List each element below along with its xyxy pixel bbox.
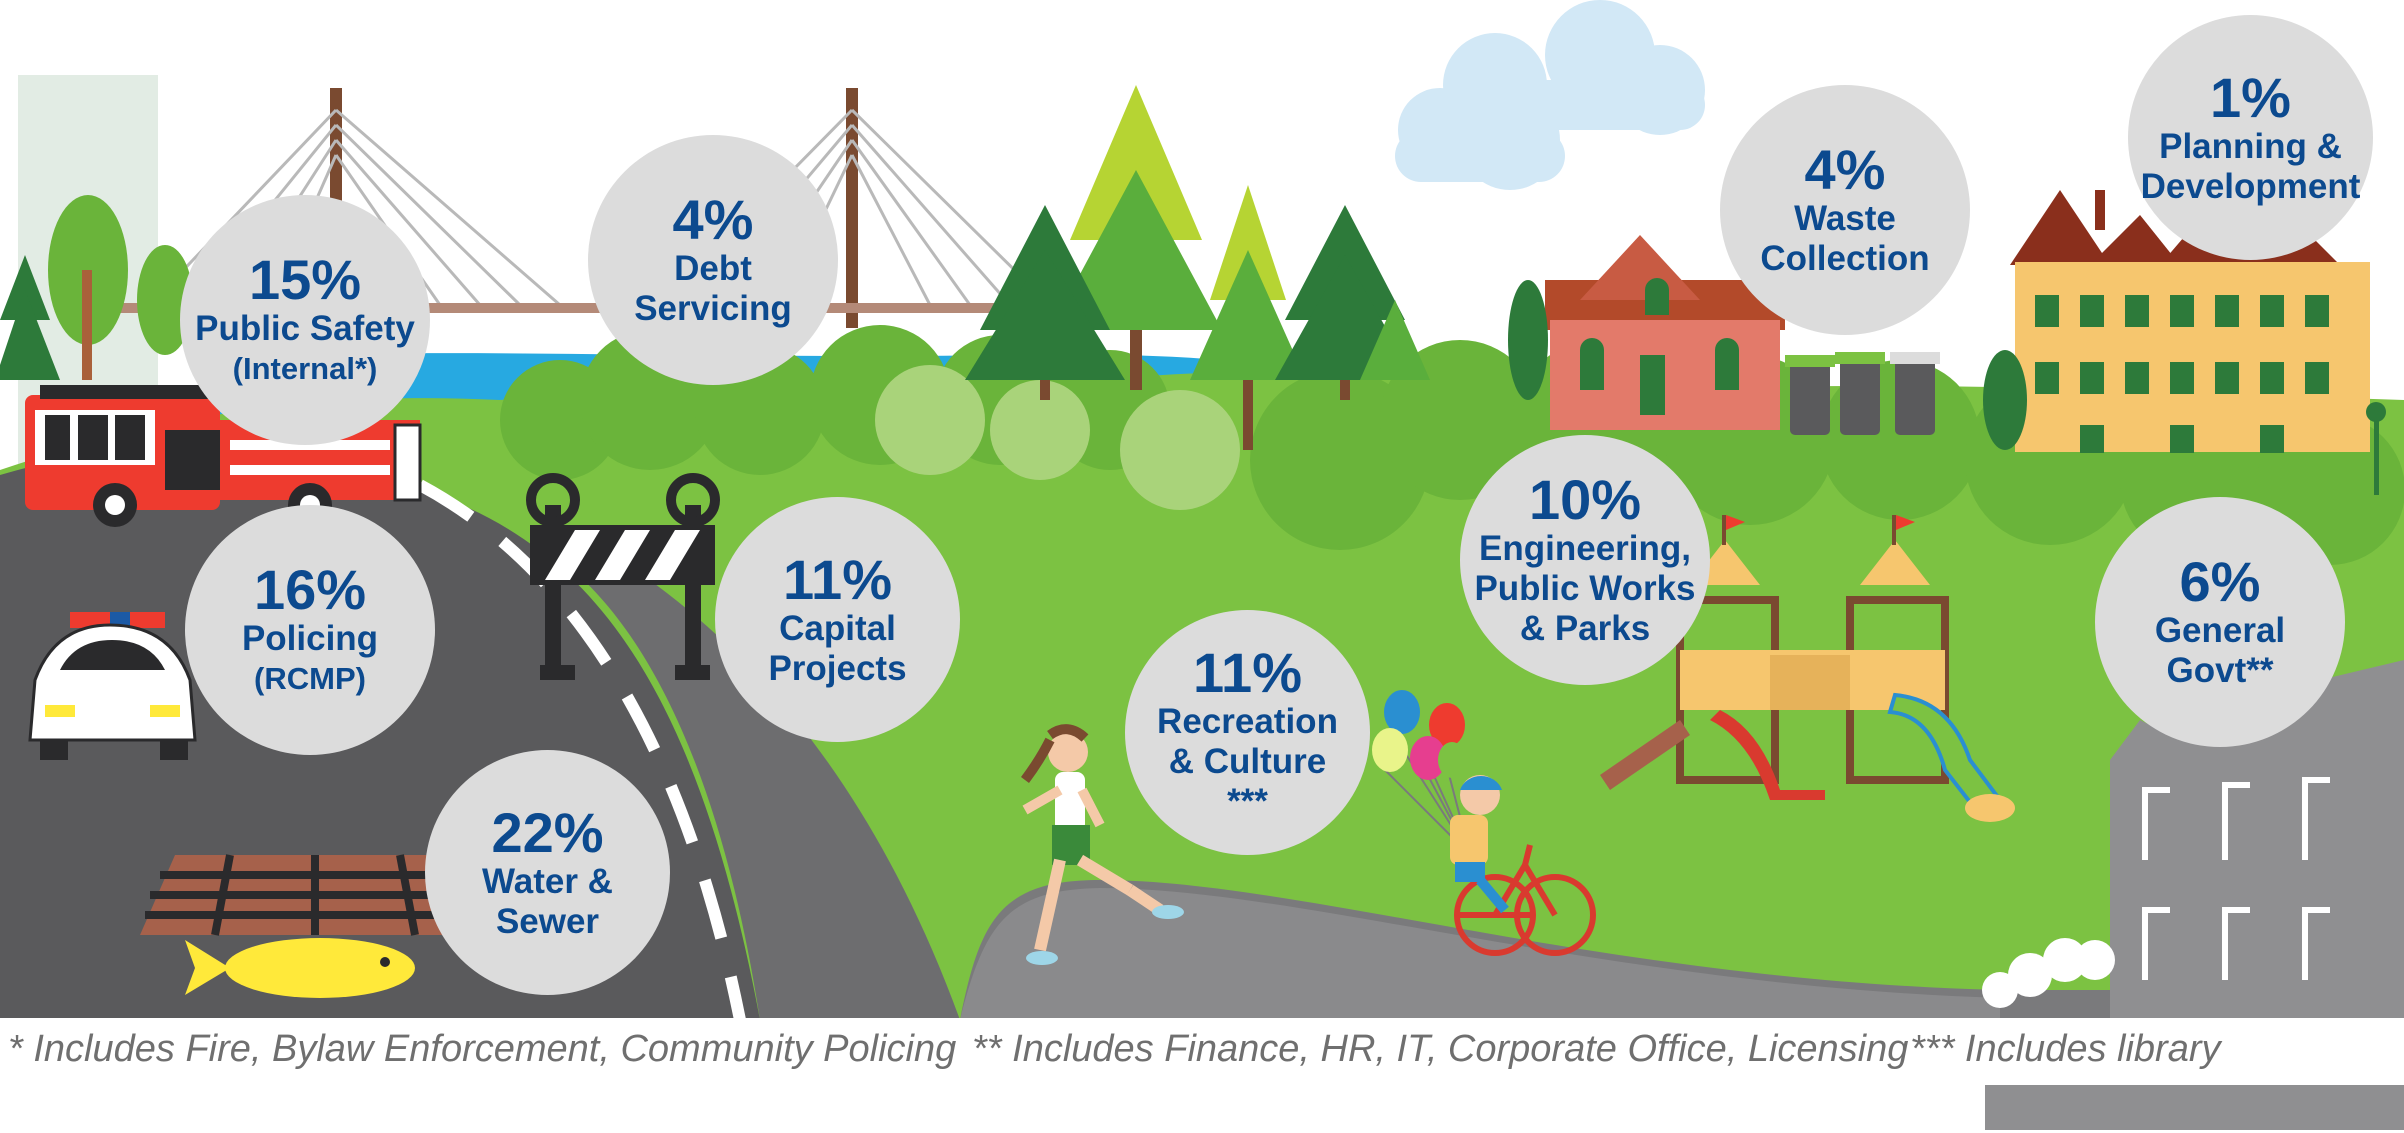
- category-bubble-recreation-culture: 11% Recreation & Culture ***: [1125, 610, 1370, 855]
- category-bubble-general-govt: 6% General Govt**: [2095, 497, 2345, 747]
- category-bubble-capital-projects: 11% Capital Projects: [715, 497, 960, 742]
- percent-value: 16%: [253, 558, 367, 621]
- trees: [0, 85, 1430, 450]
- category-label: Policing: [241, 619, 379, 658]
- category-bubble-public-safety: 15% Public Safety (Internal*): [180, 195, 430, 445]
- percent-value: 11%: [783, 547, 892, 611]
- category-sublabel: ***: [1227, 781, 1268, 821]
- category-bubble-policing: 16% Policing (RCMP): [185, 505, 435, 755]
- category-label: Sewer: [495, 901, 600, 941]
- road-barrier-illustration: [526, 473, 720, 680]
- category-sublabel: (Internal*): [232, 351, 378, 386]
- footnote-public-safety: * Includes Fire, Bylaw Enforcement, Comm…: [8, 1028, 957, 1070]
- garbage-bins-illustration: [1785, 352, 1940, 435]
- child-on-bike-illustration: [1372, 690, 1596, 956]
- percent-value: 4%: [672, 188, 754, 251]
- category-bubble-debt-servicing: 4% Debt Servicing: [588, 135, 838, 385]
- category-bubble-planning: 1% Planning & Development: [2128, 15, 2373, 260]
- category-bubble-waste-collection: 4% Waste Collection: [1720, 85, 1970, 335]
- fish-icon: [185, 938, 415, 998]
- fire-truck-illustration: [25, 385, 422, 527]
- category-label: Servicing: [634, 289, 792, 328]
- footnotes: * Includes Fire, Bylaw Enforcement, Comm…: [0, 1022, 2404, 1078]
- category-label: Development: [2140, 166, 2361, 206]
- category-sublabel: (RCMP): [254, 661, 366, 696]
- category-label: & Culture: [1168, 741, 1327, 781]
- category-bubble-engineering: 10% Engineering, Public Works & Parks: [1460, 435, 1710, 685]
- category-label: Public Works: [1474, 569, 1696, 608]
- footnote-recreation: *** Includes library: [1910, 1028, 2221, 1070]
- percent-value: 10%: [1528, 468, 1642, 531]
- percent-value: 15%: [248, 248, 362, 311]
- category-label: Recreation: [1157, 701, 1338, 741]
- category-label: Public Safety: [195, 309, 415, 348]
- cloud-icon: [1395, 0, 1705, 190]
- city-hall-illustration: [1982, 660, 2404, 1130]
- house-illustration: [1508, 235, 1785, 430]
- percent-value: 11%: [1193, 640, 1302, 704]
- storm-grate-illustration: [140, 854, 490, 936]
- category-label: Govt**: [2166, 651, 2274, 690]
- category-bubble-water-sewer: 22% Water & Sewer: [425, 750, 670, 995]
- category-label: Collection: [1760, 239, 1930, 278]
- footnote-general-govt: ** Includes Finance, HR, IT, Corporate O…: [972, 1028, 1909, 1070]
- percent-value: 22%: [491, 800, 604, 864]
- category-label: Engineering,: [1479, 529, 1691, 568]
- category-label: General: [2154, 611, 2286, 650]
- category-label: Waste: [1794, 199, 1896, 238]
- police-car-illustration: [28, 612, 197, 760]
- percent-value: 4%: [1804, 138, 1886, 201]
- category-label: Capital: [779, 608, 896, 648]
- category-label: & Parks: [1519, 609, 1651, 648]
- apartment-building-illustration: [1983, 190, 2386, 495]
- category-label: Water &: [482, 861, 613, 901]
- runner-illustration: [1020, 724, 1184, 965]
- percent-value: 1%: [2210, 65, 2291, 129]
- category-label: Projects: [768, 648, 907, 688]
- category-label: Debt: [674, 249, 752, 288]
- percent-value: 6%: [2179, 550, 2261, 613]
- category-label: Planning &: [2159, 126, 2342, 166]
